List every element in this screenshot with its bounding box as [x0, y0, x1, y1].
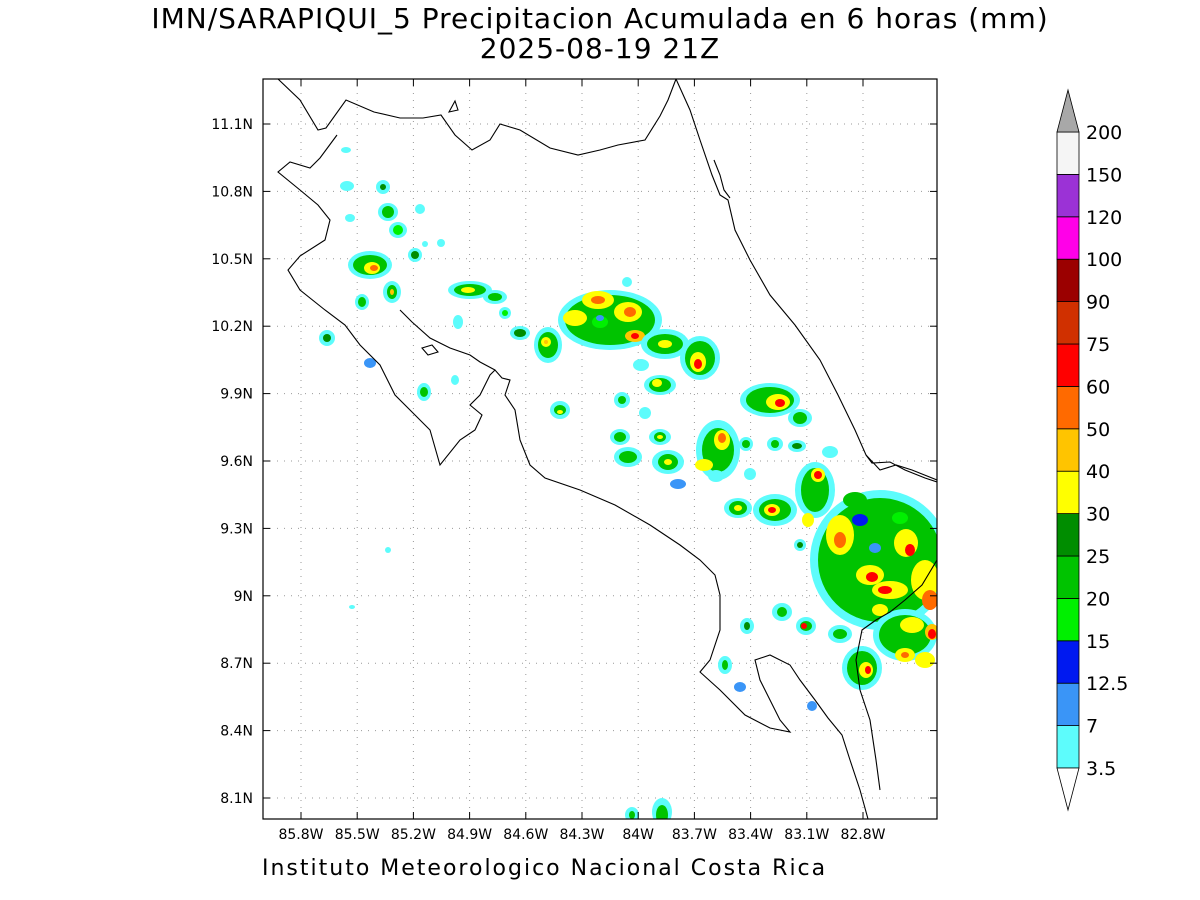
nicaragua-coast-north	[713, 159, 731, 199]
colorbar-lower-arrow	[1056, 767, 1080, 812]
rain-band	[448, 281, 562, 363]
colorbar-swatch	[1056, 470, 1080, 515]
colorbar-swatch	[1056, 343, 1080, 387]
rain-band	[740, 383, 838, 458]
lon-label: 84.9W	[447, 827, 492, 843]
map-subtitle-datetime: 2025-08-19 21Z	[479, 32, 721, 65]
map-frame	[262, 78, 938, 820]
lat-label: 8.7N	[220, 656, 253, 672]
colorbar-swatch	[1056, 216, 1080, 260]
rain-cell-south	[349, 241, 672, 819]
colorbar-swatch	[1056, 640, 1080, 684]
lat-label: 10.2N	[211, 319, 253, 335]
rain-band	[695, 420, 756, 482]
rain-band	[724, 462, 835, 551]
caribbean-coast	[675, 79, 937, 481]
colorbar-label: 200	[1086, 122, 1122, 144]
colorbar-upper-arrow	[1056, 88, 1080, 133]
burica	[865, 454, 937, 483]
lon-label: 83.1W	[784, 827, 829, 843]
lat-label: 10.5N	[211, 252, 253, 268]
colorbar-swatch	[1056, 725, 1080, 769]
colorbar-swatch	[1056, 555, 1080, 599]
lat-label: 9.3N	[220, 521, 253, 537]
lon-label: 85.2W	[391, 827, 436, 843]
latitude-axis: 11.1N 10.8N 10.5N 10.2N 9.9N 9.6N 9.3N 9N 8.7N 8.…	[211, 117, 937, 807]
lat-label: 8.1N	[220, 791, 253, 807]
colorbar-label: 12.5	[1086, 673, 1128, 695]
colorbar-swatch	[1056, 301, 1080, 345]
rain-cell	[319, 147, 459, 401]
lon-label: 83.7W	[672, 827, 717, 843]
lon-label: 85.8W	[278, 827, 323, 843]
lon-label: 82.8W	[840, 827, 885, 843]
rain-band	[550, 375, 686, 489]
lon-label: 83.4W	[728, 827, 773, 843]
longitude-axis: 85.8W 85.5W 85.2W 84.9W 84.6W 84.3W 84W 83.7W 83…	[278, 79, 886, 843]
coastline-borders	[277, 79, 937, 819]
lat-label: 9N	[234, 589, 253, 605]
footer-credit: Instituto Meteorologico Nacional Costa R…	[262, 856, 828, 881]
colorbar-label: 90	[1086, 292, 1110, 314]
colorbar-label: 100	[1086, 249, 1122, 271]
lon-label: 84.3W	[559, 827, 604, 843]
colorbar-label: 15	[1086, 631, 1110, 653]
nicaragua-lake-islet	[447, 99, 459, 113]
rain-band	[718, 603, 937, 711]
colorbar-swatch	[1056, 131, 1080, 175]
panama-border	[855, 559, 937, 791]
rain-band	[558, 277, 720, 380]
nicaragua-border	[277, 79, 677, 156]
colorbar-label: 150	[1086, 164, 1122, 186]
colorbar-swatch	[1056, 428, 1080, 472]
colorbar-swatch	[1056, 598, 1080, 642]
precipitation-field	[319, 147, 937, 819]
colorbar-label: 7	[1086, 716, 1098, 738]
colorbar-label: 20	[1086, 588, 1110, 610]
colorbar-label: 30	[1086, 504, 1110, 526]
colorbar-swatch	[1056, 682, 1080, 727]
lat-label: 10.8N	[211, 184, 253, 200]
colorbar-label: 25	[1086, 546, 1110, 568]
colorbar-label: 75	[1086, 334, 1110, 356]
lon-label: 84.6W	[503, 827, 548, 843]
colorbar-swatch	[1056, 173, 1080, 218]
chira-island	[421, 344, 439, 356]
lat-label: 11.1N	[211, 117, 253, 133]
colorbar-label: 3.5	[1086, 758, 1116, 780]
colorbar-label: 120	[1086, 207, 1122, 229]
rain-cell	[348, 251, 392, 279]
colorbar-swatch	[1056, 385, 1080, 430]
colorbar-label: 60	[1086, 376, 1110, 398]
lat-label: 8.4N	[220, 724, 253, 740]
colorbar-swatch	[1056, 258, 1080, 303]
graticule	[263, 79, 937, 819]
lon-label: 85.5W	[335, 827, 380, 843]
lon-label: 84W	[622, 827, 654, 843]
map-title: IMN/SARAPIQUI_5 Precipitacion Acumulada …	[151, 2, 1049, 35]
rain-band	[810, 490, 937, 630]
lat-label: 9.6N	[220, 454, 253, 470]
colorbar-label: 50	[1086, 419, 1110, 441]
pacific-coast-guanacaste	[277, 134, 869, 819]
nicoya-gulf	[399, 309, 496, 371]
lat-label: 9.9N	[220, 387, 253, 403]
colorbar-legend: 3.5 7 12.5 15 20 25 30 40 50 60 75 90 100 120 150 200	[1056, 88, 1128, 812]
colorbar-swatch	[1056, 513, 1080, 557]
colorbar-label: 40	[1086, 461, 1110, 483]
